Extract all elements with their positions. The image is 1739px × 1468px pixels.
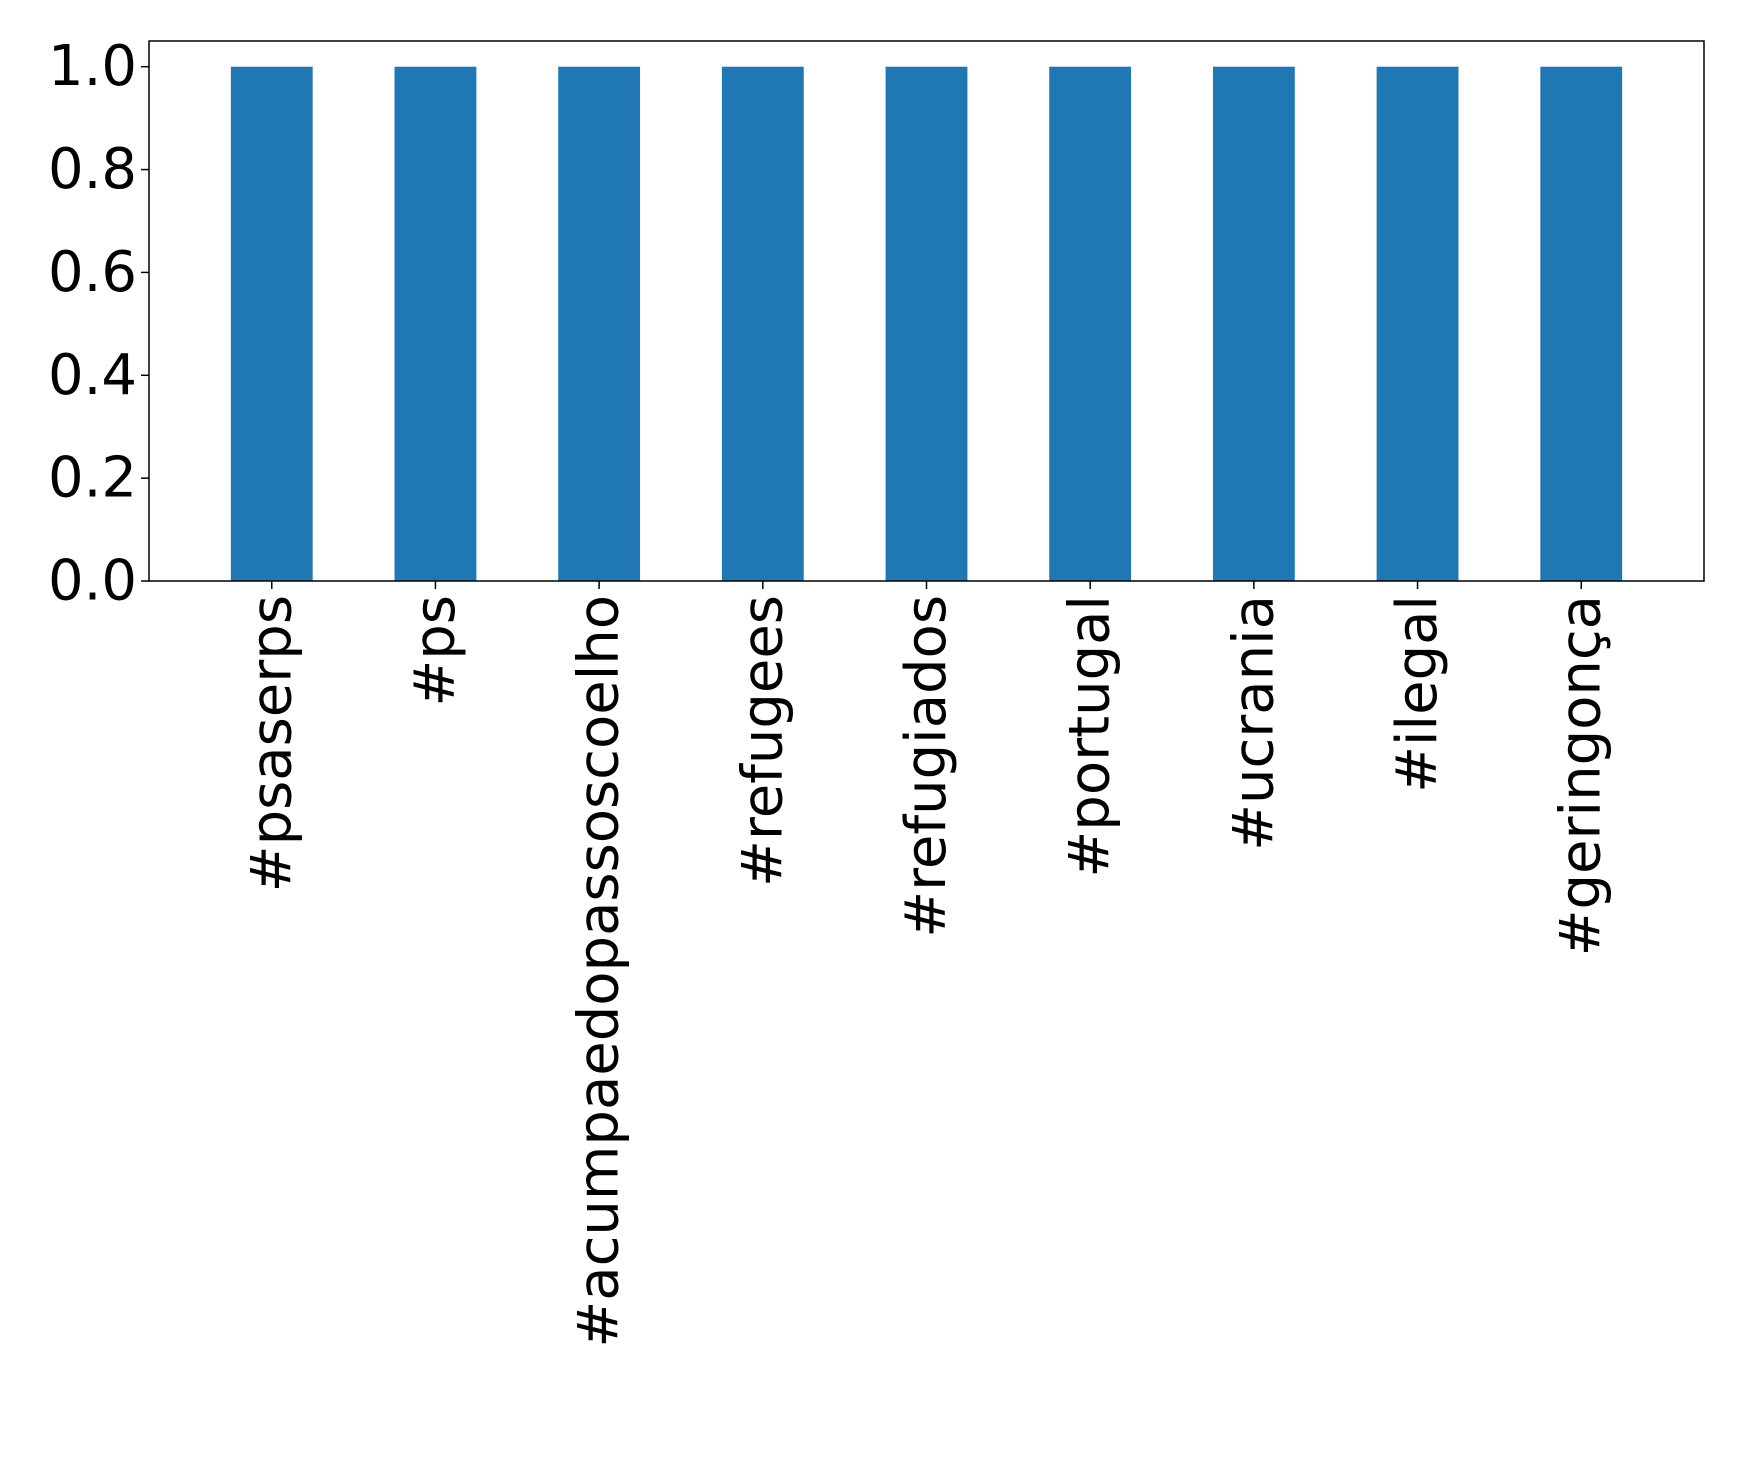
- x-tick-label-2: #acumpaedopassoscoelho: [567, 595, 632, 1348]
- x-axis: #psaserps #ps #acumpaedopassoscoelho #refug…: [239, 581, 1614, 1348]
- y-axis: 0.0 0.2 0.4 0.6 0.8 1.0: [48, 34, 149, 614]
- bar-1: [394, 66, 477, 581]
- y-tick-label-2: 0.4: [48, 343, 137, 408]
- y-tick-label-4: 0.8: [48, 137, 137, 202]
- bar-5: [1049, 66, 1132, 581]
- y-tick-label-1: 0.2: [48, 446, 137, 511]
- x-tick-label-4: #refugiados: [894, 595, 959, 938]
- bar-3: [721, 66, 804, 581]
- x-tick-label-8: #geringonça: [1549, 595, 1614, 956]
- bar-8: [1540, 66, 1623, 581]
- x-tick-label-7: #ilegal: [1385, 595, 1450, 793]
- bars: [230, 66, 1623, 581]
- y-tick-label-0: 0.0: [48, 549, 137, 614]
- x-tick-label-3: #refugees: [730, 595, 795, 887]
- bar-2: [558, 66, 641, 581]
- bar-0: [230, 66, 313, 581]
- bar-6: [1212, 66, 1295, 581]
- bar-7: [1376, 66, 1459, 581]
- y-tick-label-5: 1.0: [48, 34, 137, 99]
- x-tick-label-5: #portugal: [1058, 595, 1123, 878]
- x-tick-label-0: #psaserps: [239, 595, 304, 892]
- y-tick-label-3: 0.6: [48, 240, 137, 305]
- x-tick-label-6: #ucrania: [1221, 595, 1286, 851]
- bar-4: [885, 66, 968, 581]
- x-tick-label-1: #ps: [403, 595, 468, 707]
